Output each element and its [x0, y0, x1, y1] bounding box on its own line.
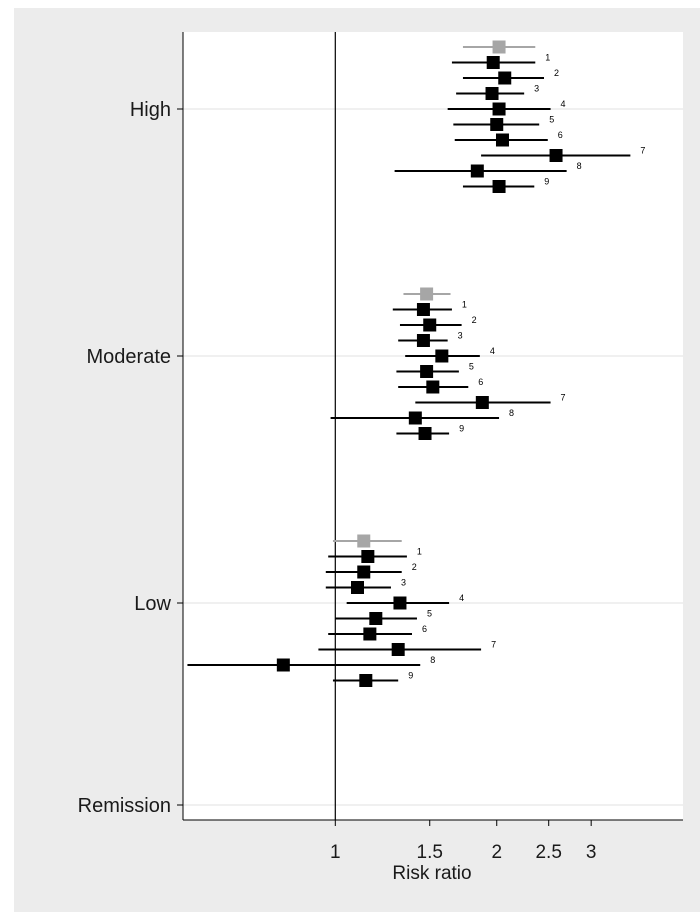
y-tick-label-high: High — [130, 99, 171, 121]
high-study-5-estimate — [490, 118, 504, 131]
moderate-study-1-label: 1 — [462, 300, 467, 310]
y-category-axis: High Moderate Low Remission — [78, 99, 183, 817]
high-study-8-estimate — [470, 164, 484, 178]
low-study-6-estimate — [363, 627, 377, 641]
moderate-study-8-label: 8 — [509, 408, 514, 418]
high-study-2-label: 2 — [554, 68, 559, 78]
high-study-1-label: 1 — [545, 53, 550, 63]
x-tick-label-1.5: 1.5 — [417, 842, 443, 863]
moderate-study-6-estimate — [426, 380, 440, 394]
low-study-2-estimate — [357, 565, 371, 579]
y-tick-label-moderate: Moderate — [87, 346, 172, 368]
moderate-study-3-estimate — [416, 334, 430, 347]
low-study-5-label: 5 — [427, 609, 432, 619]
high-study-2-estimate — [498, 71, 512, 85]
x-axis-label: Risk ratio — [392, 863, 471, 884]
high-study-9-label: 9 — [544, 177, 549, 187]
high-study-4-label: 4 — [561, 99, 566, 109]
moderate-study-4-label: 4 — [490, 346, 495, 356]
x-tick-label-3: 3 — [586, 842, 597, 863]
high-study-5-label: 5 — [549, 115, 554, 125]
moderate-study-7-estimate — [475, 396, 489, 409]
high-study-9-estimate — [492, 180, 506, 193]
low-study-3-label: 3 — [401, 578, 406, 588]
low-study-8-label: 8 — [430, 655, 435, 665]
moderate-pooled-estimate — [420, 287, 434, 301]
low-study-4-estimate — [393, 596, 407, 610]
moderate-study-4-estimate — [435, 349, 449, 363]
group-low: 123 4 56 7 8 9 — [187, 534, 496, 687]
low-study-2-label: 2 — [412, 562, 417, 572]
x-tick-label-2.5: 2.5 — [535, 842, 561, 863]
moderate-study-5-label: 5 — [469, 362, 474, 372]
low-study-6-label: 6 — [422, 624, 427, 634]
low-study-1-estimate — [361, 550, 375, 563]
low-study-9-estimate — [359, 674, 373, 687]
moderate-study-2-label: 2 — [472, 315, 477, 325]
high-study-6-label: 6 — [558, 130, 563, 140]
group-moderate: 123 4 56 7 8 9 — [330, 287, 566, 440]
high-study-3-label: 3 — [534, 84, 539, 94]
high-study-3-estimate — [485, 87, 499, 100]
low-study-3-estimate — [350, 581, 364, 594]
high-study-6-estimate — [495, 133, 509, 147]
y-tick-label-low: Low — [134, 593, 171, 615]
high-pooled-estimate — [492, 40, 506, 54]
x-tick-label-1: 1 — [330, 842, 341, 863]
high-study-8-label: 8 — [577, 161, 582, 171]
low-study-7-label: 7 — [491, 640, 496, 650]
moderate-study-7-label: 7 — [561, 393, 566, 403]
low-study-1-label: 1 — [417, 547, 422, 557]
high-study-4-estimate — [492, 102, 506, 116]
moderate-study-1-estimate — [416, 303, 430, 316]
moderate-study-2-estimate — [423, 318, 437, 332]
low-study-9-label: 9 — [408, 671, 413, 681]
low-pooled-estimate — [357, 534, 371, 548]
high-study-7-label: 7 — [640, 146, 645, 156]
moderate-study-3-label: 3 — [458, 331, 463, 341]
low-study-5-estimate — [369, 612, 383, 625]
moderate-study-9-label: 9 — [459, 424, 464, 434]
high-study-7-estimate — [549, 149, 563, 162]
high-study-1-estimate — [486, 56, 500, 69]
moderate-study-6-label: 6 — [478, 377, 483, 387]
moderate-study-5-estimate — [420, 365, 434, 378]
group-high: 12 3 456 7 8 9 — [394, 40, 645, 193]
y-tick-label-remission: Remission — [78, 795, 171, 817]
x-tick-label-2: 2 — [491, 842, 502, 863]
low-study-4-label: 4 — [459, 593, 464, 603]
moderate-study-8-estimate — [408, 411, 422, 425]
low-study-7-estimate — [391, 643, 405, 656]
x-axis-ticks: 1 1.5 2 2.5 3 — [330, 820, 596, 863]
plot-area — [183, 32, 683, 820]
low-study-8-estimate — [276, 658, 290, 672]
moderate-study-9-estimate — [418, 427, 432, 440]
